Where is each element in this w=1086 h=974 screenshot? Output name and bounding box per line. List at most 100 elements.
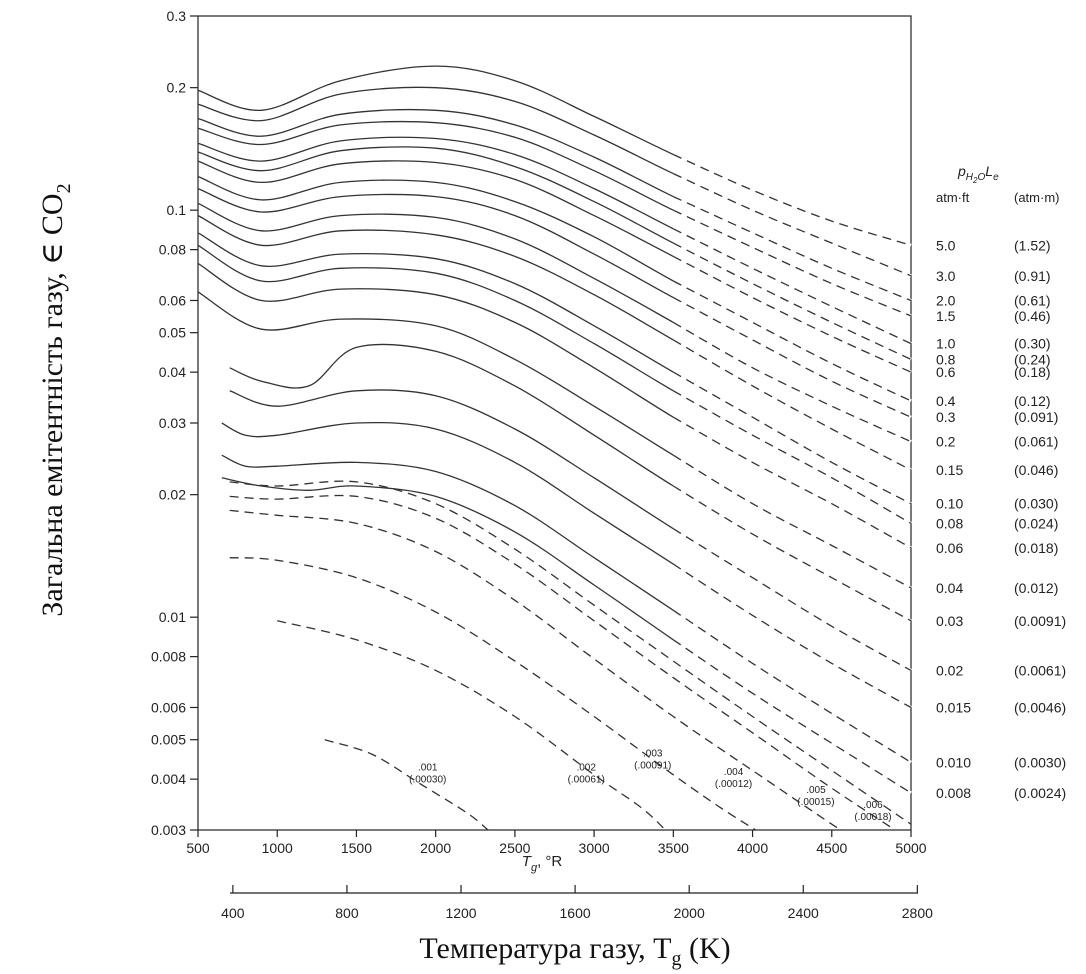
legend-value-ft: 0.15 (936, 462, 963, 478)
series-line (221, 454, 912, 763)
legend-value-ft: 0.8 (936, 351, 956, 367)
legend-value-ft: 0.6 (936, 364, 956, 380)
legend-value-ft: 0.3 (936, 409, 956, 425)
kelvin-tick-label: 1200 (445, 905, 476, 921)
x-tick-label: 2000 (420, 840, 451, 856)
legend-value-m: (0.0061) (1014, 662, 1066, 678)
low-series-label: .004 (724, 767, 744, 778)
legend-value-ft: 0.10 (936, 496, 963, 512)
low-series-label: .005 (806, 785, 826, 796)
x-tick-label: 1000 (262, 840, 293, 856)
series-tail-dashed (673, 196, 912, 302)
legend-value-m: (0.18) (1014, 364, 1051, 380)
kelvin-tick-label: 1600 (560, 905, 591, 921)
series-layer (197, 65, 912, 795)
legend-value-m: (0.46) (1014, 308, 1051, 324)
low-series-label: .001 (418, 763, 438, 774)
legend-value-ft: 0.04 (936, 580, 963, 596)
legend-value-m: (1.52) (1014, 237, 1051, 253)
legend-col2-header: (atm·m) (1014, 190, 1060, 205)
series-line (197, 136, 912, 345)
low-series-label-metric: (.00091) (634, 760, 671, 771)
low-series-line (229, 509, 843, 832)
kelvin-tick-label: 800 (335, 905, 359, 921)
y-tick-label: 0.006 (151, 699, 186, 715)
y-axis: 0.3 0.2 0.1 0.08 0.06 0.05 0.04 0.03 0.02 0.01 0.0… (151, 8, 198, 838)
x-tick-label: 3500 (658, 840, 689, 856)
series-tail-mask (672, 255, 912, 374)
legend-value-m: (0.24) (1014, 351, 1051, 367)
y-tick-label: 0.005 (151, 732, 186, 748)
series-tail-dashed (672, 454, 912, 589)
series-line (197, 146, 912, 360)
legend-value-m: (0.0024) (1014, 785, 1066, 801)
legend-value-m: (0.61) (1014, 292, 1051, 308)
legend-value-m: (0.0030) (1014, 754, 1066, 770)
plot-frame (197, 15, 912, 831)
series-tail-dashed (673, 209, 912, 317)
x-tick-label: 500 (186, 840, 210, 856)
kelvin-tick-label: 400 (221, 905, 245, 921)
series-tail-dashed (672, 609, 912, 763)
legend-col1-header: atm·ft (936, 190, 970, 205)
legend-value-m: (0.0046) (1014, 699, 1066, 715)
series-line (197, 244, 912, 524)
series-tail-dashed (672, 528, 912, 671)
series-tail-dashed (672, 280, 912, 402)
y-tick-label: 0.05 (159, 325, 186, 341)
legend-value-m: (0.061) (1014, 434, 1058, 450)
low-series-label-metric: (.00061) (568, 775, 605, 786)
legend-value-ft: 0.08 (936, 515, 963, 531)
legend-value-ft: 0.02 (936, 662, 963, 678)
kelvin-tick-label: 2400 (788, 905, 819, 921)
x-tick-label: 1500 (341, 840, 372, 856)
legend-value-m: (0.0091) (1014, 613, 1066, 629)
series-tail-dashed (673, 242, 912, 360)
kelvin-axis-title: Температура газу, Tg (K) (419, 932, 730, 970)
legend: pH2OLe atm·ft (atm·m) 5.0 (1.52) 3.0 (0.91)… (936, 163, 1066, 801)
series-line (197, 291, 912, 589)
y-tick-label: 0.01 (159, 609, 186, 625)
low-series-layer: .001(.00030) .002(.00061) .003(.00091) .004… (229, 480, 912, 832)
low-series-line (229, 494, 896, 831)
x-tick-label: 4000 (737, 840, 768, 856)
series-line (221, 477, 912, 794)
series-tail-dashed (672, 485, 912, 622)
legend-value-m: (0.91) (1014, 268, 1051, 284)
legend-value-ft: 0.008 (936, 785, 971, 801)
low-series-line (229, 557, 757, 831)
y-tick-label: 0.04 (159, 364, 186, 380)
series-tail-mask (672, 195, 912, 302)
legend-value-ft: 5.0 (936, 237, 956, 253)
y-tick-label: 0.03 (159, 415, 186, 431)
kelvin-tick-label: 2000 (674, 905, 705, 921)
series-line (229, 389, 912, 671)
low-series-line (324, 739, 489, 831)
legend-value-m: (0.018) (1014, 540, 1058, 556)
low-series-label-metric: (.00012) (715, 779, 752, 790)
series-tail-mask (672, 321, 912, 443)
x-axis-title: Tg, °R (522, 853, 563, 874)
series-tail-dashed (672, 339, 912, 471)
y-axis-title: Загальна емітентність газу, ∈ CO2 (36, 183, 75, 616)
series-tail-dashed (672, 563, 912, 709)
legend-value-m: (0.046) (1014, 462, 1058, 478)
series-tail-dashed (673, 255, 912, 373)
y-axis-title-main: Загальна емітентність газу, ∈ CO (36, 193, 69, 616)
y-axis-title-sub: 2 (53, 183, 75, 193)
legend-value-ft: 0.2 (936, 434, 956, 450)
series-line (197, 160, 912, 373)
series-tail-dashed (673, 173, 912, 277)
y-tick-label: 0.008 (151, 649, 186, 665)
low-series-label: .003 (643, 748, 663, 759)
series-tail-dashed (672, 321, 912, 443)
series-tail-mask (672, 279, 912, 403)
series-tail-dashed (673, 153, 912, 246)
legend-value-ft: 2.0 (936, 292, 956, 308)
series-tail-mask (672, 453, 912, 590)
y-tick-label: 0.004 (151, 771, 186, 787)
y-tick-label: 0.1 (167, 202, 187, 218)
y-tick-label: 0.3 (167, 8, 187, 24)
x-axis: 500 1000 1500 2000 2500 3000 3500 4000 4500 5000 (186, 830, 927, 856)
